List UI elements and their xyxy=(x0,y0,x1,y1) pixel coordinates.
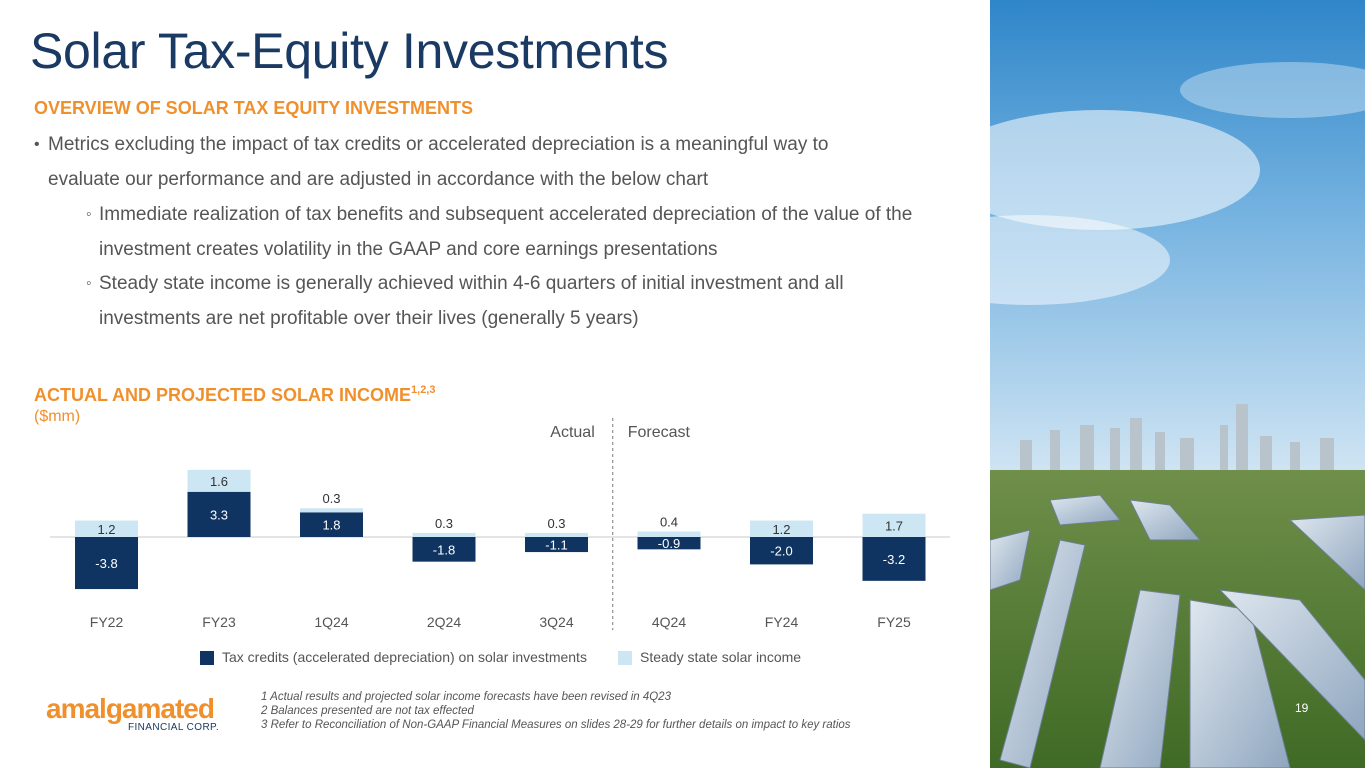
legend-label: Steady state solar income xyxy=(640,649,802,665)
annotation-forecast: Forecast xyxy=(628,424,691,441)
data-label-steady-state: 1.2 xyxy=(97,522,115,537)
legend-swatch xyxy=(618,651,632,665)
x-tick-label: FY25 xyxy=(877,614,911,630)
data-label-tax-credits: 1.8 xyxy=(322,518,340,533)
bar-steady-state xyxy=(412,532,476,537)
solar-farm-photo: 19 xyxy=(990,0,1365,768)
solar-income-chart: -3.8 1.2 FY22 3.3 1.6 FY23 1.8 0.3 1Q24 -1.8 0.3 2Q… xyxy=(50,418,950,630)
data-label-tax-credits: -3.8 xyxy=(95,556,117,571)
data-label-steady-state: 1.7 xyxy=(885,518,903,533)
page-title: Solar Tax-Equity Investments xyxy=(30,23,669,79)
bar-steady-state xyxy=(300,508,363,513)
bar-tax-credits xyxy=(637,537,701,550)
bar-tax-credits xyxy=(862,537,926,581)
footnotes: 1 Actual results and projected solar inc… xyxy=(261,690,851,732)
x-tick-label: FY23 xyxy=(202,614,236,630)
footnote: 2 Balances presented are not tax effecte… xyxy=(261,705,474,717)
bullet-item: • Metrics excluding the impact of tax cr… xyxy=(34,127,894,197)
bar-steady-state xyxy=(750,520,813,537)
x-tick-label: 2Q24 xyxy=(427,614,461,630)
bar-steady-state xyxy=(862,513,926,537)
company-logo-subtitle: FINANCIAL CORP. xyxy=(128,722,220,733)
bar-steady-state xyxy=(525,532,588,537)
sub-bullet-item: ◦ Steady state income is generally achie… xyxy=(86,266,906,336)
sub-bullet-item: ◦ Immediate realization of tax benefits … xyxy=(86,197,936,267)
data-label-tax-credits: -1.8 xyxy=(433,542,455,557)
x-tick-label: FY24 xyxy=(765,614,799,630)
bullet-text: Metrics excluding the impact of tax cred… xyxy=(48,134,829,190)
data-label-steady-state: 0.4 xyxy=(660,515,678,530)
company-logo: amalgamated xyxy=(46,693,215,724)
x-tick-label: 1Q24 xyxy=(314,614,348,630)
data-label-tax-credits: 3.3 xyxy=(210,507,228,522)
chart-heading: ACTUAL AND PROJECTED SOLAR INCOME1,2,3 xyxy=(34,384,435,406)
bar-tax-credits xyxy=(187,491,251,537)
annotation-actual: Actual xyxy=(550,424,594,441)
x-tick-label: 3Q24 xyxy=(539,614,573,630)
sub-bullet-marker: ◦ xyxy=(86,275,92,292)
data-label-steady-state: 1.6 xyxy=(210,474,228,489)
overview-heading: OVERVIEW OF SOLAR TAX EQUITY INVESTMENTS xyxy=(34,98,474,118)
data-label-steady-state: 0.3 xyxy=(435,516,453,531)
data-label-tax-credits: -1.1 xyxy=(545,538,567,553)
bar-tax-credits xyxy=(75,537,138,590)
sub-bullet-marker: ◦ xyxy=(86,206,92,223)
data-label-tax-credits: -2.0 xyxy=(770,544,792,559)
data-label-steady-state: 1.2 xyxy=(772,522,790,537)
data-label-steady-state: 0.3 xyxy=(322,491,340,506)
chart-title: ACTUAL AND PROJECTED SOLAR INCOME xyxy=(34,385,412,405)
chart-units: ($mm) xyxy=(34,408,81,425)
x-tick-label: 4Q24 xyxy=(652,614,686,630)
x-tick-label: FY22 xyxy=(90,614,124,630)
data-label-steady-state: 0.3 xyxy=(547,516,565,531)
chart-footnote-refs: 1,2,3 xyxy=(411,384,436,396)
sub-bullet-text: Immediate realization of tax benefits an… xyxy=(99,204,913,260)
legend-swatch xyxy=(200,651,214,665)
bar-steady-state xyxy=(75,520,138,537)
page-number: 19 xyxy=(1295,701,1309,715)
sub-bullet-text: Steady state income is generally achieve… xyxy=(99,273,844,329)
bar-steady-state xyxy=(637,531,701,537)
data-label-tax-credits: -3.2 xyxy=(883,552,905,567)
bar-tax-credits xyxy=(525,537,588,553)
bar-tax-credits xyxy=(300,512,363,537)
footnote: 1 Actual results and projected solar inc… xyxy=(261,691,671,703)
legend-label: Tax credits (accelerated depreciation) o… xyxy=(222,649,587,665)
bar-steady-state xyxy=(187,469,251,492)
bar-tax-credits xyxy=(750,537,813,565)
data-label-tax-credits: -0.9 xyxy=(658,536,680,551)
bar-tax-credits xyxy=(412,537,476,562)
footnote: 3 Refer to Reconciliation of Non-GAAP Fi… xyxy=(261,719,851,731)
bullet-marker: • xyxy=(34,136,40,153)
